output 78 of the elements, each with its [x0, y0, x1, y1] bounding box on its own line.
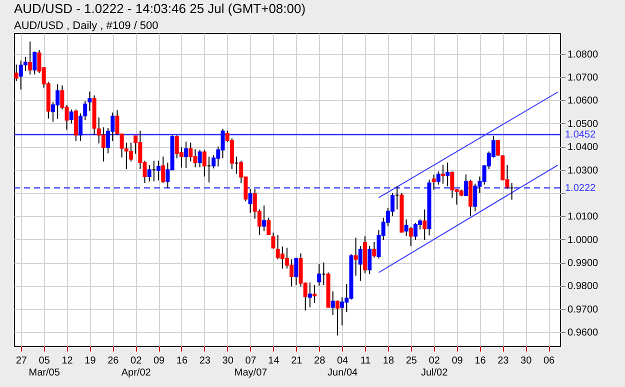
y-tick-label: 0.9600	[568, 328, 599, 339]
x-tick-label: 23	[199, 356, 211, 366]
ref-line-label: 1.0452	[565, 130, 596, 141]
candlestick	[432, 174, 436, 190]
x-tick-label: 12	[62, 356, 74, 366]
candlestick	[248, 188, 252, 214]
x-tick-label: 11	[360, 356, 372, 366]
candlestick	[262, 205, 266, 232]
candlestick	[340, 296, 344, 326]
candlestick	[308, 282, 312, 308]
y-tick-label: 1.0100	[568, 212, 599, 223]
candlestick	[368, 246, 372, 275]
x-tick-label: 27	[16, 356, 28, 366]
candlestick	[358, 246, 362, 282]
candlestick	[88, 91, 92, 112]
candlestick	[198, 149, 202, 168]
x-tick-label: 23	[498, 356, 510, 366]
candlestick	[372, 241, 376, 258]
y-tick-label: 1.0800	[568, 49, 599, 60]
candlestick	[404, 218, 408, 237]
candlestick	[266, 217, 271, 236]
candlestick	[446, 162, 450, 187]
candlestick	[156, 160, 161, 181]
y-tick-label: 1.0500	[568, 118, 599, 130]
x-tick-label: 02 Apr/02	[121, 356, 152, 378]
x-tick-label: 18	[382, 356, 394, 366]
y-tick-label: 1.0700	[568, 72, 599, 84]
x-tick-label: 09	[452, 356, 464, 366]
x-tick-label: 30	[520, 356, 532, 366]
candlestick	[330, 290, 335, 316]
y-tick-label: 1.0300	[568, 165, 599, 176]
candlestick	[101, 126, 106, 162]
y-tick-label: 0.9900	[568, 258, 599, 270]
candlestick	[147, 164, 152, 182]
candlestick	[202, 149, 206, 178]
x-tick-label: 07 May/07	[234, 356, 268, 378]
candlestick	[161, 156, 166, 184]
x-tick-label: 30	[222, 356, 234, 366]
candlestick	[74, 109, 78, 142]
x-tick-label: 05 Mar/05	[28, 356, 60, 378]
y-tick-label: 1.0400	[568, 142, 599, 154]
x-tick-label: 26	[108, 356, 120, 366]
x-tick-label: 19	[84, 356, 96, 366]
x-tick-label: 14	[268, 356, 280, 366]
y-tick-label: 1.0000	[568, 234, 599, 246]
x-tick-label: 02 Jul/02	[420, 356, 448, 378]
candlestick	[335, 300, 340, 336]
ref-line-label: 1.0222	[565, 182, 596, 194]
candlestick	[317, 264, 322, 286]
y-tick-label: 1.0600	[568, 96, 599, 107]
candlestick	[436, 170, 440, 186]
candlestick	[69, 109, 74, 124]
candlestick	[496, 139, 500, 156]
candlestick	[312, 284, 317, 304]
chart-title: AUD/USD - 1.0222 - 14:03:46 25 Jul (GMT+08:00)	[14, 1, 306, 16]
candlestick	[473, 183, 478, 212]
chart-subtitle: AUD/USD , Daily , #109 / 500	[14, 20, 158, 32]
x-tick-label: 28	[314, 356, 326, 366]
x-tick-label: 06	[543, 356, 556, 366]
x-tick-label: 09	[153, 356, 166, 366]
x-tick-label: 16	[474, 356, 486, 366]
x-tick-label: 04 Jun/04	[328, 356, 358, 378]
candlestick	[294, 257, 298, 286]
candlestick	[188, 142, 193, 162]
candlestick	[28, 41, 32, 75]
y-tick-label: 0.9700	[568, 304, 599, 316]
candlestick	[408, 226, 413, 247]
x-tick-label: 21	[291, 356, 303, 366]
candlestick	[184, 141, 188, 169]
candlestick	[464, 174, 468, 197]
x-tick-label: 16	[176, 356, 188, 366]
x-tick-label: 25	[406, 356, 418, 366]
candlestick	[32, 51, 37, 75]
candlestick	[271, 232, 276, 250]
candlestick	[354, 237, 358, 276]
candlestick	[441, 164, 445, 184]
candlestick	[422, 208, 427, 241]
y-tick-label: 0.9800	[568, 281, 599, 292]
